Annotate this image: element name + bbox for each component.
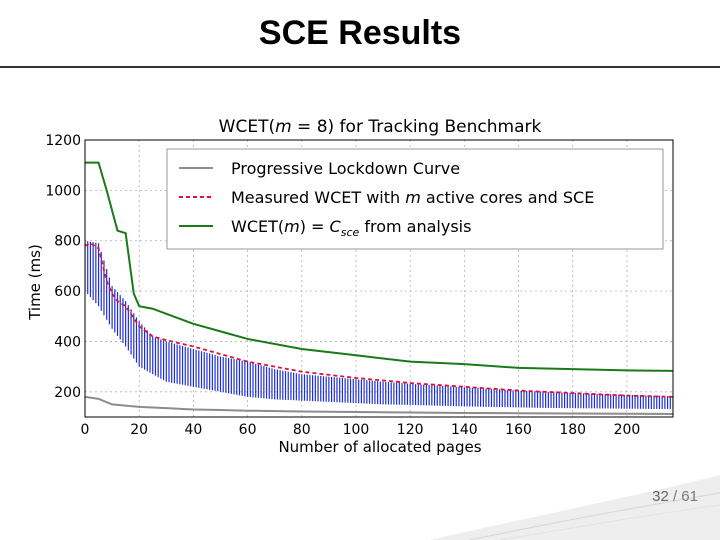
chart-title: WCET(m = 8) for Tracking Benchmark xyxy=(219,117,542,137)
footer-decoration xyxy=(430,475,720,540)
legend: Progressive Lockdown Curve Measured WCET … xyxy=(166,148,664,250)
y-tick-label: 600 xyxy=(54,284,81,300)
plot-frame xyxy=(84,139,674,418)
series-layer xyxy=(85,161,673,415)
x-tick-label: 60 xyxy=(239,422,257,438)
x-tick-label: 200 xyxy=(614,422,641,438)
y-tick-label: 1200 xyxy=(45,133,81,149)
page-total: / 61 xyxy=(672,488,698,505)
legend-label-1: Progressive Lockdown Curve xyxy=(231,159,460,178)
x-tick-label: 180 xyxy=(559,422,586,438)
slide-title: SCE Results xyxy=(258,14,462,52)
x-tick-label: 160 xyxy=(505,422,532,438)
tick-labels: 0 20 40 60 80 100 120 140 160 180 200 200 400 600 800 1… xyxy=(45,133,640,438)
y-tick-label: 800 xyxy=(54,234,81,250)
y-tick-label: 200 xyxy=(54,385,81,401)
legend-label-2: Measured WCET with m active cores and SC… xyxy=(231,188,594,207)
x-tick-label: 0 xyxy=(81,422,90,438)
x-tick-label: 40 xyxy=(184,422,202,438)
y-axis-label: Time (ms) xyxy=(26,244,44,321)
x-tick-label: 120 xyxy=(397,422,424,438)
page-current: 32 xyxy=(652,488,669,505)
series-line-2 xyxy=(85,242,673,398)
wcet-chart: 0 20 40 60 80 100 120 140 160 180 200 200 400 600 800 1… xyxy=(26,117,674,456)
x-tick-label: 20 xyxy=(130,422,148,438)
title-divider xyxy=(0,66,720,68)
x-tick-label: 100 xyxy=(343,422,370,438)
page-number: 32 / 61 xyxy=(652,488,698,505)
measured-range-bars xyxy=(85,240,673,409)
series-line-1 xyxy=(85,395,673,415)
series-line-3 xyxy=(85,161,673,372)
axes xyxy=(84,139,674,418)
x-axis-label: Number of allocated pages xyxy=(278,438,481,456)
y-tick-label: 400 xyxy=(54,334,81,350)
legend-label-3: WCET(m) = Csce from analysis xyxy=(231,217,471,239)
x-tick-label: 140 xyxy=(451,422,478,438)
x-tick-label: 80 xyxy=(293,422,311,438)
y-tick-label: 1000 xyxy=(45,183,81,199)
legend-box xyxy=(166,148,664,250)
